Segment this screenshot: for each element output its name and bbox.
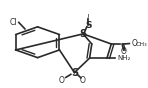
Text: O: O <box>121 47 127 56</box>
Text: l: l <box>87 14 89 23</box>
Text: S: S <box>71 68 78 78</box>
Text: O: O <box>79 76 85 85</box>
Text: Cl: Cl <box>10 18 17 27</box>
Text: NH₂: NH₂ <box>117 55 130 61</box>
Text: S: S <box>79 29 87 39</box>
Text: O: O <box>132 39 137 48</box>
Text: S: S <box>85 21 91 30</box>
Text: O: O <box>58 76 64 85</box>
Text: CH₃: CH₃ <box>135 42 147 46</box>
